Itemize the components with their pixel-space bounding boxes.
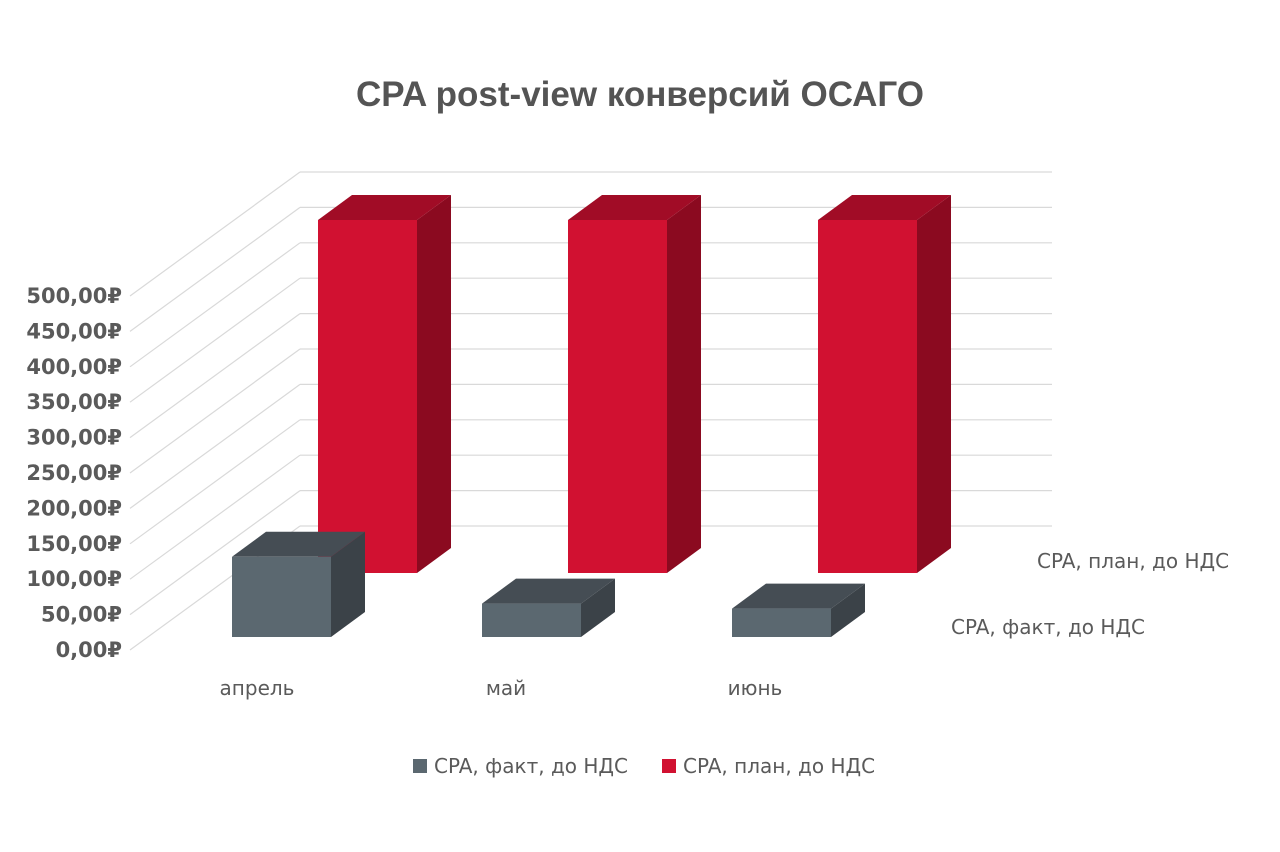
fact-bar-front	[232, 556, 331, 637]
fact-bar-side	[331, 531, 365, 637]
plan-bar-side	[417, 195, 451, 573]
legend-swatch-plan	[662, 759, 676, 773]
gridline-side	[129, 206, 301, 332]
x-axis: апрель май июнь	[220, 676, 783, 700]
gridline-side	[129, 454, 301, 580]
y-tick-label: 350,00₽	[26, 390, 122, 414]
gridline-side	[129, 419, 301, 545]
gridline-side	[129, 171, 301, 297]
y-tick-label: 500,00₽	[26, 284, 122, 308]
fact-bar-top	[482, 578, 615, 604]
plan-bar	[318, 195, 451, 573]
legend-swatch-fact	[413, 759, 427, 773]
y-tick-label: 100,00₽	[26, 567, 122, 591]
fact-bar-side	[831, 583, 865, 637]
fact-bar-side	[581, 578, 615, 637]
gridline-side	[129, 383, 301, 509]
gridline-side	[129, 242, 301, 368]
y-axis: 0,00₽ 50,00₽ 100,00₽ 150,00₽ 200,00₽ 250,00₽ 3…	[26, 284, 122, 662]
y-tick-label: 450,00₽	[26, 319, 122, 343]
plan-bar-front	[318, 220, 417, 573]
fact-bar	[232, 531, 365, 637]
y-tick-label: 300,00₽	[26, 426, 122, 450]
y-tick-label: 0,00₽	[56, 638, 122, 662]
y-tick-label: 250,00₽	[26, 461, 122, 485]
legend: CPA, факт, до НДС CPA, план, до НДС	[413, 754, 875, 778]
fact-bar-top	[732, 583, 865, 609]
plan-bar	[568, 195, 701, 573]
y-tick-label: 200,00₽	[26, 496, 122, 520]
x-tick-label: апрель	[220, 676, 295, 700]
plan-bar-top	[818, 195, 951, 220]
gridline-side	[129, 348, 301, 474]
series-labels: CPA, план, до НДС CPA, факт, до НДС	[951, 549, 1229, 639]
plan-bar-top	[568, 195, 701, 220]
y-tick-label: 50,00₽	[41, 603, 122, 627]
series-label-plan: CPA, план, до НДС	[1037, 549, 1229, 573]
chart-title: CPA post-view конверсий ОСАГО	[356, 75, 924, 114]
plan-bar-side	[667, 195, 701, 573]
y-tick-label: 150,00₽	[26, 532, 122, 556]
x-tick-label: июнь	[728, 676, 783, 700]
fact-bar-front	[482, 603, 581, 637]
legend-label-plan: CPA, план, до НДС	[683, 754, 875, 778]
plan-bar-side	[917, 195, 951, 573]
fact-bar	[482, 578, 615, 637]
y-tick-label: 400,00₽	[26, 355, 122, 379]
fact-bar-front	[732, 608, 831, 637]
gridline-side	[129, 277, 301, 403]
plan-bar-front	[568, 220, 667, 573]
gridline-side	[129, 313, 301, 439]
plan-bar-front	[818, 220, 917, 573]
fact-bar	[732, 583, 865, 637]
x-tick-label: май	[486, 676, 526, 700]
plan-bar	[818, 195, 951, 573]
series-label-fact: CPA, факт, до НДС	[951, 615, 1145, 639]
plan-bar-top	[318, 195, 451, 220]
gridline-side	[129, 490, 301, 616]
legend-label-fact: CPA, факт, до НДС	[434, 754, 628, 778]
fact-series	[232, 531, 865, 637]
fact-bar-top	[232, 531, 365, 557]
plan-series	[318, 195, 951, 573]
